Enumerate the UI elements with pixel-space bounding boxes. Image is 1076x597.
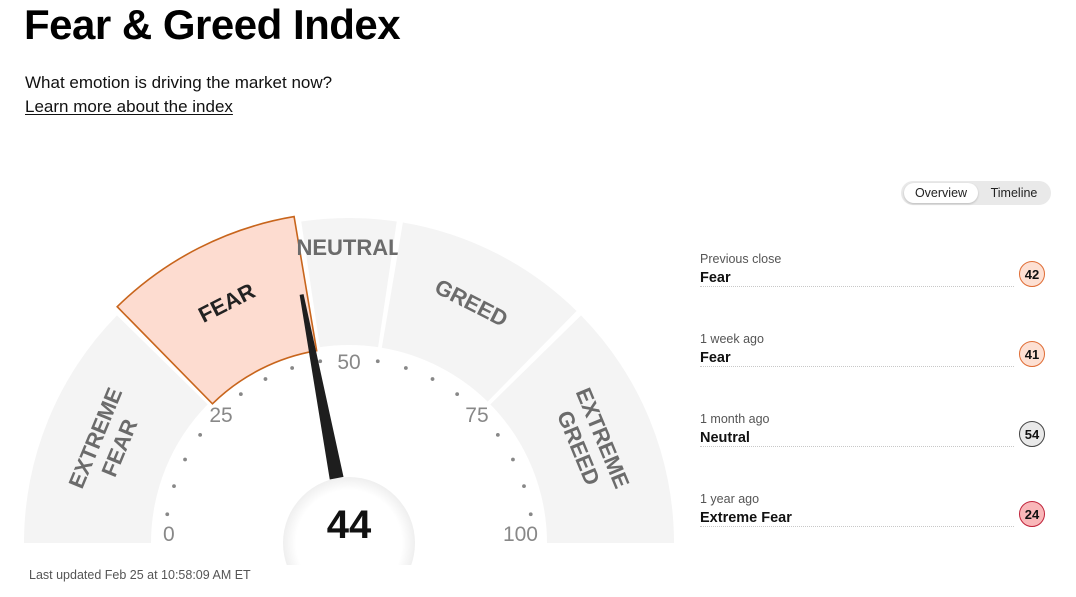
tick-dot [198, 432, 203, 437]
history-score-badge: 24 [1019, 501, 1045, 527]
tick-dot [430, 377, 435, 381]
history-item: 1 month ago Neutral 54 [700, 412, 1050, 472]
timeline-tab[interactable]: Timeline [990, 186, 1038, 200]
history-period: 1 month ago [700, 412, 770, 426]
gauge-needle [299, 294, 344, 480]
history-status: Fear [700, 270, 737, 286]
overview-tab[interactable]: Overview [904, 183, 978, 203]
tick-dot [403, 366, 408, 370]
tick-dot [495, 432, 500, 437]
scale-label-25: 25 [209, 404, 232, 427]
dotted-leader [700, 526, 1014, 527]
dotted-leader [700, 446, 1014, 447]
zone-neutral-label: NEUTRAL [296, 235, 401, 260]
history-period: 1 week ago [700, 332, 764, 346]
tick-dot [172, 484, 176, 489]
tick-dot [263, 377, 268, 381]
fear-greed-gauge: EXTREMEFEARFEARNEUTRALGREEDEXTREMEGREED … [24, 215, 674, 565]
history-item: 1 year ago Extreme Fear 24 [700, 492, 1050, 552]
tick-dot [318, 359, 323, 364]
tick-dot [522, 484, 526, 489]
tick-dot [511, 457, 515, 462]
tick-dot [183, 457, 187, 462]
history-status: Extreme Fear [700, 510, 798, 526]
tick-dot [290, 366, 295, 370]
history-item: 1 week ago Fear 41 [700, 332, 1050, 392]
tick-dot [165, 512, 170, 517]
tick-dot [375, 359, 380, 364]
scale-label-50: 50 [337, 351, 360, 374]
tick-dot [455, 392, 460, 397]
gauge-value: 44 [327, 503, 372, 547]
scale-label-0: 0 [163, 523, 175, 546]
history-period: Previous close [700, 252, 782, 266]
scale-label-75: 75 [465, 404, 488, 427]
history-status: Neutral [700, 430, 756, 446]
zone-fear [116, 215, 318, 405]
gauge-hub [283, 477, 415, 565]
dotted-leader [700, 366, 1014, 367]
dotted-leader [700, 286, 1014, 287]
history-period: 1 year ago [700, 492, 760, 506]
history-score-badge: 54 [1019, 421, 1045, 447]
zone-extreme-fear [24, 315, 208, 543]
history-item: Previous close Fear 42 [700, 252, 1050, 312]
scale-label-100: 100 [503, 523, 538, 546]
page-title: Fear & Greed Index [24, 1, 401, 48]
learn-more-link[interactable]: Learn more about the index [25, 97, 233, 116]
tick-dot [528, 512, 533, 517]
zone-greed [381, 222, 577, 402]
last-updated: Last updated Feb 25 at 10:58:09 AM ET [29, 568, 251, 582]
history-status: Fear [700, 350, 737, 366]
view-toggle: Overview Timeline [901, 181, 1051, 205]
history-score-badge: 41 [1019, 341, 1045, 367]
page-subtitle: What emotion is driving the market now? [25, 73, 333, 92]
zone-neutral [301, 218, 397, 348]
tick-dot [238, 392, 243, 397]
history-score-badge: 42 [1019, 261, 1045, 287]
zone-extreme-greed [490, 315, 674, 543]
